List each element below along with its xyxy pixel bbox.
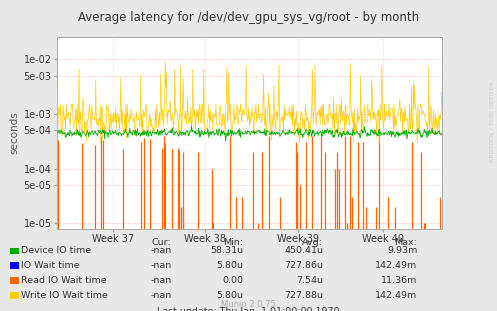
Text: 727.86u: 727.86u: [284, 262, 323, 270]
Text: Average latency for /dev/dev_gpu_sys_vg/root - by month: Average latency for /dev/dev_gpu_sys_vg/…: [78, 11, 419, 24]
Text: Avg:: Avg:: [302, 238, 323, 247]
Text: Read IO Wait time: Read IO Wait time: [21, 276, 106, 285]
Text: 7.54u: 7.54u: [296, 276, 323, 285]
Text: 11.36m: 11.36m: [381, 276, 417, 285]
Text: Last update: Thu Jan  1 01:00:00 1970: Last update: Thu Jan 1 01:00:00 1970: [157, 307, 340, 311]
Text: Max:: Max:: [395, 238, 417, 247]
Text: -nan: -nan: [150, 291, 171, 300]
Y-axis label: seconds: seconds: [9, 112, 19, 154]
Text: 142.49m: 142.49m: [375, 262, 417, 270]
Text: 5.80u: 5.80u: [217, 291, 244, 300]
Text: 142.49m: 142.49m: [375, 291, 417, 300]
Text: Device IO time: Device IO time: [21, 247, 91, 255]
Text: IO Wait time: IO Wait time: [21, 262, 80, 270]
Text: RRDTOOL / TOBI OETIKER: RRDTOOL / TOBI OETIKER: [490, 81, 495, 162]
Text: Min:: Min:: [224, 238, 244, 247]
Text: Cur:: Cur:: [152, 238, 171, 247]
Text: -nan: -nan: [150, 247, 171, 255]
Text: 0.00: 0.00: [223, 276, 244, 285]
Text: 727.88u: 727.88u: [284, 291, 323, 300]
Text: -nan: -nan: [150, 276, 171, 285]
Text: 9.93m: 9.93m: [387, 247, 417, 255]
Text: 58.31u: 58.31u: [210, 247, 244, 255]
Text: Write IO Wait time: Write IO Wait time: [21, 291, 108, 300]
Text: 5.80u: 5.80u: [217, 262, 244, 270]
Text: Munin 2.0.75: Munin 2.0.75: [221, 300, 276, 309]
Text: 450.41u: 450.41u: [284, 247, 323, 255]
Text: -nan: -nan: [150, 262, 171, 270]
